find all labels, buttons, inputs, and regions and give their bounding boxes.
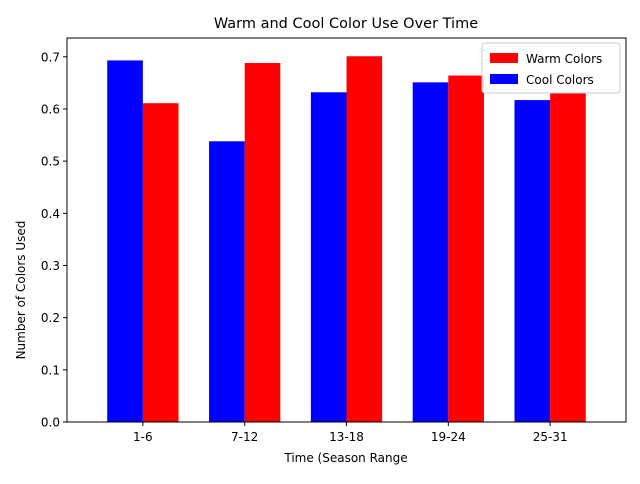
bar-warm-colors-2: Warm Colors 13-18: 0.701 [346,56,383,422]
y-tick-label: 0.5 [41,155,60,169]
x-tick-label: 25-31 [533,430,568,444]
y-tick-label: 0.6 [41,102,60,116]
legend: Warm Colors Cool Colors [481,42,621,94]
bar-cool-colors-3: Cool Colors 19-24: 0.651 [412,82,449,422]
x-tick-label: 7-12 [231,430,258,444]
legend-swatch-cool-colors [490,74,518,84]
x-tick-label: 13-18 [329,430,364,444]
bar-cool-colors-4: Cool Colors 25-31: 0.617 [514,100,551,422]
legend-label-cool-colors: Cool Colors [526,73,594,87]
y-tick-label: 0.3 [41,259,60,273]
bars-layer: Cool Colors 1-6: 0.693 Cool Colors 7-12: … [107,56,586,423]
bar-cool-colors-0: Cool Colors 1-6: 0.693 [107,60,143,423]
bar-warm-colors-4: Warm Colors 25-31: 0.63 [550,93,586,423]
y-axis-label: Number of Colors Used [14,221,28,360]
bar-warm-colors-0: Warm Colors 1-6: 0.611 [142,103,179,422]
axes-layer: 0.0 0.1 0.2 0.3 0.4 0.5 0.6 0.7 1-6 7-12 13-18 19-2… [41,37,627,444]
chart-title: Warm and Cool Color Use Over Time [214,16,478,32]
x-axis-label: Time (Season Range [283,451,407,465]
x-tick-label: 1-6 [133,430,153,444]
y-tick-label: 0.2 [41,311,60,325]
y-tick-label: 0.4 [41,207,60,221]
legend-swatch-warm-colors [490,53,518,63]
x-tick-label: 19-24 [431,430,466,444]
y-tick-label: 0.0 [41,416,60,430]
y-tick-label: 0.1 [41,363,60,377]
bar-warm-colors-3: Warm Colors 19-24: 0.664 [448,75,484,422]
legend-label-warm-colors: Warm Colors [526,52,602,66]
y-tick-label: 0.7 [41,50,60,64]
bar-warm-colors-1: Warm Colors 7-12: 0.688 [244,63,281,422]
bar-cool-colors-2: Cool Colors 13-18: 0.632 [310,92,347,422]
bar-cool-colors-1: Cool Colors 7-12: 0.538 [209,141,245,423]
